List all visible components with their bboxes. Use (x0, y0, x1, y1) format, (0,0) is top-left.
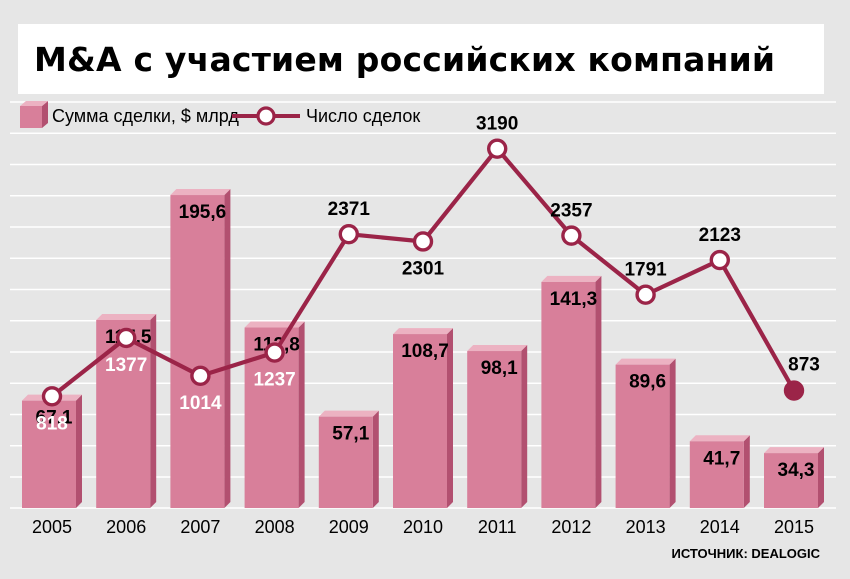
title-box: M&A с участием российских компаний (18, 24, 824, 94)
bar-value-label: 57,1 (332, 424, 369, 445)
legend-label-amount: Сумма сделки, $ млрд (52, 106, 239, 126)
bar-value-label: 34,3 (778, 460, 815, 481)
line-value-label: 2123 (699, 225, 741, 246)
bar (393, 334, 447, 508)
x-tick-label: 2015 (774, 517, 814, 537)
bar-side (447, 328, 453, 508)
chart-title: M&A с участием российских компаний (34, 39, 776, 79)
bar-side (150, 314, 157, 508)
bar-value-label: 41,7 (703, 448, 740, 469)
legend-bar-swatch (20, 106, 42, 128)
source-note: ИСТОЧНИК: DEALOGIC (671, 546, 821, 561)
bar-side (372, 410, 379, 508)
x-tick-label: 2014 (700, 517, 740, 537)
bars-group (22, 189, 824, 509)
line-value-label: 1014 (179, 393, 222, 414)
bar-side (743, 435, 750, 508)
x-tick-label: 2007 (180, 517, 220, 537)
x-tick-label: 2009 (329, 517, 369, 537)
line-value-label: 3190 (476, 114, 518, 135)
bar-value-label: 108,7 (401, 341, 449, 362)
bar-value-label: 195,6 (179, 202, 227, 223)
bar (22, 400, 76, 508)
line-marker (709, 249, 730, 271)
line-value-label: 2371 (328, 199, 371, 220)
bar (96, 320, 151, 508)
line-value-label: 2357 (550, 201, 592, 222)
legend: Сумма сделки, $ млрд Число сделок (20, 101, 420, 128)
x-tick-label: 2012 (551, 517, 591, 537)
legend-bar-swatch-side (42, 101, 48, 128)
bar-top (541, 275, 602, 282)
bar-side (76, 394, 82, 508)
bar-top (393, 328, 453, 335)
line-marker (561, 225, 582, 246)
bar-top (689, 435, 750, 442)
x-tick-label: 2011 (478, 517, 517, 537)
bar-top (467, 345, 528, 352)
bar-side (521, 345, 528, 508)
line-marker (487, 138, 508, 159)
bar-side (224, 189, 231, 509)
bar-value-label: 67,1 (36, 408, 73, 429)
line-value-label: 2301 (402, 258, 445, 279)
x-tick-label: 2005 (32, 517, 72, 537)
bar (689, 441, 744, 508)
x-tick-labels: 2005 2006 2007 2008 2009 2010 2011 2012 2013 2014… (32, 517, 814, 537)
bar-top (318, 410, 379, 417)
legend-bar-swatch-top (20, 101, 48, 106)
bar-side (669, 358, 676, 508)
bar-value-label: 98,1 (481, 358, 518, 379)
line-value-label: 873 (788, 355, 820, 376)
line-marker (635, 284, 656, 305)
bar (170, 195, 225, 509)
line-marker (264, 342, 285, 363)
x-tick-label: 2013 (626, 517, 666, 537)
line-marker (190, 365, 211, 387)
bar-value-label: 141,3 (550, 289, 598, 310)
legend-line-marker (256, 106, 276, 126)
bar (467, 351, 522, 508)
legend-label-count: Число сделок (306, 106, 420, 126)
bar-side (298, 321, 305, 508)
bar-top (764, 447, 824, 454)
bar-top (615, 358, 676, 365)
bar-value-label: 89,6 (629, 372, 666, 393)
line-value-label: 1377 (105, 355, 147, 376)
bar-top (170, 189, 231, 196)
bar-top (96, 314, 157, 320)
line-value-label: 1237 (253, 370, 295, 391)
line-labels-group: 818 1377 1014 1237 2371 2301 3190 2357 1791 2123 8… (36, 114, 820, 435)
x-tick-label: 2010 (403, 517, 443, 537)
line-marker (412, 231, 434, 252)
bar (318, 416, 373, 508)
line-group (41, 138, 805, 407)
line-marker (338, 223, 359, 245)
line-marker (41, 386, 63, 407)
line-marker (783, 380, 805, 401)
bar (541, 281, 596, 508)
line-value-label: 818 (36, 413, 68, 434)
bar-side (818, 447, 824, 508)
line-marker (115, 327, 137, 349)
bar (764, 453, 818, 508)
line-value-label: 1791 (624, 260, 667, 281)
x-tick-label: 2006 (106, 517, 146, 537)
bar (615, 364, 670, 508)
x-tick-label: 2008 (255, 517, 295, 537)
bar-side (595, 275, 602, 508)
